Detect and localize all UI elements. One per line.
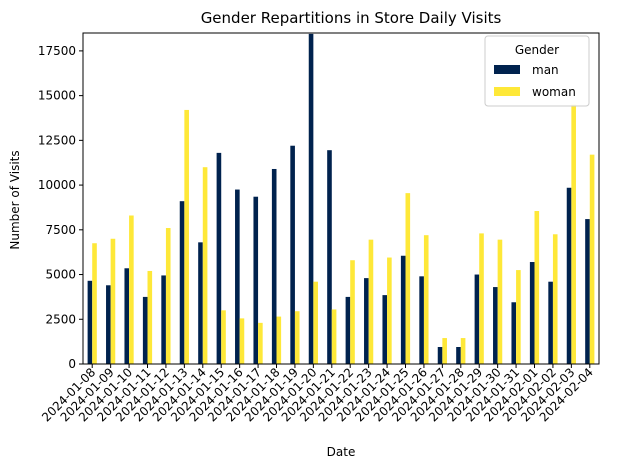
bar-man-2024-01-21 [327, 150, 332, 364]
bar-man-2024-01-14 [198, 242, 203, 364]
y-tick-label: 7500 [45, 223, 76, 237]
bar-man-2024-01-26 [419, 276, 424, 364]
bar-woman-2024-01-25 [405, 193, 411, 364]
y-tick-label: 10000 [38, 178, 76, 192]
bar-man-2024-01-12 [161, 275, 166, 364]
bar-woman-2024-01-15 [221, 310, 226, 364]
y-axis-label: Number of Visits [8, 150, 22, 249]
y-tick-label: 0 [68, 357, 76, 371]
legend-label-woman: woman [532, 85, 576, 99]
bar-woman-2024-01-08 [92, 243, 97, 364]
y-tick-label: 5000 [45, 268, 76, 282]
bar-woman-2024-01-14 [202, 167, 208, 364]
bar-man-2024-01-11 [142, 296, 148, 364]
bar-man-2024-01-31 [511, 302, 517, 364]
y-tick-label: 2500 [45, 312, 76, 326]
bar-man-2024-01-16 [235, 189, 240, 364]
bar-woman-2024-01-13 [184, 109, 189, 364]
bar-man-2024-01-24 [382, 295, 388, 364]
bar-woman-2024-01-17 [258, 322, 263, 364]
y-tick-label: 12500 [38, 133, 76, 147]
bar-man-2024-01-18 [271, 168, 277, 364]
bar-man-2024-02-04 [585, 219, 590, 364]
bar-man-2024-01-28 [456, 347, 461, 364]
bar-man-2024-01-22 [345, 296, 351, 364]
bar-woman-2024-01-27 [442, 338, 447, 364]
chart-title: Gender Repartitions in Store Daily Visit… [201, 9, 502, 27]
bar-woman-2024-01-19 [294, 311, 300, 364]
bar-woman-2024-01-28 [460, 338, 466, 364]
bar-man-2024-01-23 [364, 278, 369, 364]
bar-man-2024-02-01 [529, 262, 535, 364]
plot-frame [82, 32, 600, 365]
bar-woman-2024-01-11 [147, 270, 153, 364]
bar-man-2024-01-20 [308, 33, 314, 364]
legend-label-man: man [532, 63, 559, 77]
bar-woman-2024-01-09 [110, 238, 116, 364]
bar-woman-2024-02-03 [571, 104, 576, 364]
bar-woman-2024-02-01 [534, 211, 540, 364]
bar-woman-2024-01-26 [423, 235, 429, 364]
bar-woman-2024-01-22 [350, 260, 355, 364]
bar-man-2024-01-13 [179, 201, 185, 364]
bar-man-2024-01-25 [400, 255, 406, 364]
legend: Gender man woman [484, 35, 590, 107]
bar-man-2024-01-27 [437, 347, 443, 364]
bar-man-2024-01-08 [87, 280, 93, 364]
y-tick-label: 17500 [38, 44, 76, 58]
bar-woman-2024-01-12 [165, 228, 171, 364]
legend-swatch-woman [494, 87, 520, 96]
bar-woman-2024-01-21 [331, 309, 337, 364]
bar-woman-2024-01-16 [239, 318, 245, 364]
plot-area: 0250050007500100001250015000175002024-01… [38, 32, 600, 424]
bar-woman-2024-01-18 [276, 316, 282, 364]
y-tick-label: 15000 [38, 89, 76, 103]
legend-swatch-man [494, 65, 520, 74]
bar-woman-2024-01-20 [313, 281, 318, 364]
bar-man-2024-01-29 [474, 274, 480, 364]
bar-man-2024-01-30 [493, 287, 498, 364]
bar-woman-2024-02-04 [589, 154, 595, 364]
bar-man-2024-02-03 [566, 187, 572, 364]
bar-man-2024-01-09 [106, 285, 111, 364]
bar-woman-2024-01-10 [129, 215, 134, 364]
bar-woman-2024-01-30 [497, 239, 503, 364]
bar-woman-2024-01-24 [387, 257, 392, 364]
bar-woman-2024-01-31 [516, 270, 521, 364]
bar-woman-2024-01-23 [368, 239, 374, 364]
bar-man-2024-01-10 [124, 268, 130, 364]
legend-title: Gender [515, 43, 559, 57]
bar-woman-2024-02-02 [552, 234, 558, 364]
bar-man-2024-02-02 [548, 281, 553, 364]
bar-woman-2024-01-29 [479, 233, 484, 364]
bar-man-2024-01-17 [253, 196, 259, 364]
bar-man-2024-01-15 [216, 152, 222, 364]
x-axis-label: Date [327, 445, 356, 459]
bar-man-2024-01-19 [290, 145, 295, 364]
